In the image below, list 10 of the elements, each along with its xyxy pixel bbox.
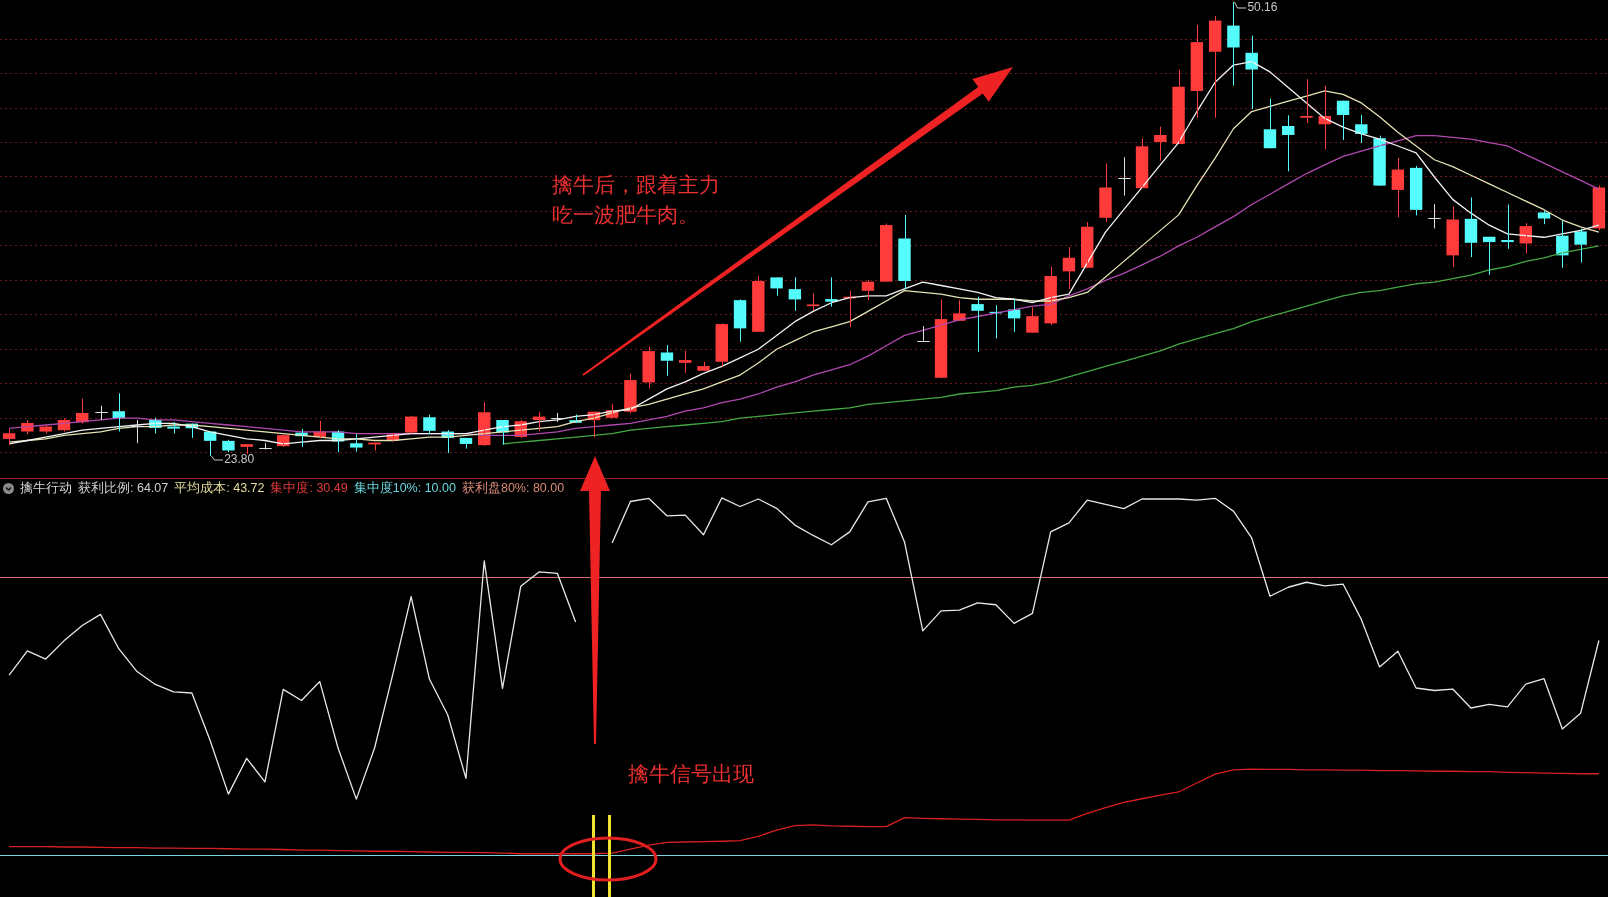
annotation: 50.16 [1247,0,1278,15]
annotation: 擒牛后，跟着主力吃一波肥牛肉。 [552,172,721,228]
text: 平均成本: 43.72 [174,480,265,497]
annotation: 擒牛信号出现 [628,761,754,787]
chart-title: 擒牛行动 [20,480,72,497]
text: 获利盘80%: 80.00 [461,480,565,497]
annotation: 23.80 [224,452,255,467]
text: 集中度10%: 10.00 [353,480,456,497]
text: 集中度: 30.49 [270,480,348,497]
text: 获利比例: 64.07 [78,480,169,497]
